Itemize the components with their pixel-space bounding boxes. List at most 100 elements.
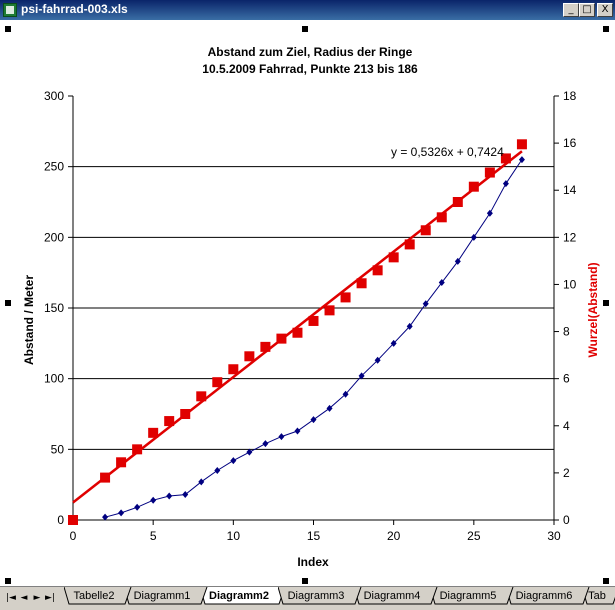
data-point-square[interactable] <box>372 265 383 276</box>
data-point-diamond[interactable] <box>470 233 477 241</box>
selection-handle-br[interactable] <box>603 578 609 584</box>
selection-handle-tr[interactable] <box>603 26 609 32</box>
data-point-square[interactable] <box>164 416 175 427</box>
y-right-tick-label: 0 <box>563 513 570 527</box>
data-point-square[interactable] <box>228 364 239 375</box>
data-point-square[interactable] <box>452 197 463 207</box>
data-point-diamond[interactable] <box>518 156 525 164</box>
data-point-diamond[interactable] <box>406 322 413 330</box>
data-point-diamond[interactable] <box>422 300 429 308</box>
data-point-square[interactable] <box>500 153 511 164</box>
sheet-tab-diagramm1[interactable]: Diagramm1 <box>124 587 208 605</box>
selection-handle-mr[interactable] <box>603 300 609 306</box>
data-point-square[interactable] <box>276 333 287 344</box>
data-point-square[interactable] <box>292 327 303 338</box>
sheet-tab-diagramm3[interactable]: Diagramm3 <box>278 587 362 605</box>
data-point-square[interactable] <box>260 341 271 352</box>
series-distance-line[interactable] <box>104 159 523 518</box>
sheet-tab-tabelle2[interactable]: Tabelle2 <box>64 587 132 605</box>
data-point-square[interactable] <box>308 315 319 326</box>
selection-handle-ml[interactable] <box>5 300 11 306</box>
data-point-diamond[interactable] <box>438 279 445 287</box>
x-tick-label: 15 <box>307 529 321 543</box>
trendline-line[interactable] <box>72 150 523 504</box>
data-point-diamond[interactable] <box>278 433 285 441</box>
data-point-diamond[interactable] <box>118 509 125 517</box>
data-point-square[interactable] <box>516 139 527 150</box>
data-point-square[interactable] <box>484 167 495 178</box>
data-point-diamond[interactable] <box>390 339 397 347</box>
data-point-square[interactable] <box>404 239 415 250</box>
data-point-square[interactable] <box>340 292 351 303</box>
selection-handle-bc[interactable] <box>302 578 308 584</box>
data-point-diamond[interactable] <box>134 503 141 511</box>
data-point-square[interactable] <box>420 225 431 236</box>
tab-label: Diagramm6 <box>515 590 573 602</box>
chart-title[interactable]: Abstand zum Ziel, Radius der Ringe <box>208 45 413 59</box>
data-point-square[interactable] <box>244 351 255 362</box>
close-button[interactable]: X <box>597 3 613 17</box>
data-point-diamond[interactable] <box>166 492 173 500</box>
data-point-square[interactable] <box>436 212 447 223</box>
first-sheet-button[interactable]: |◄ <box>6 593 16 603</box>
data-point-square[interactable] <box>132 444 143 455</box>
data-point-square[interactable] <box>468 181 479 192</box>
chart-subtitle[interactable]: 10.5.2009 Fahrrad, Punkte 213 bis 186 <box>202 62 418 76</box>
data-point-diamond[interactable] <box>182 491 189 499</box>
prev-sheet-button[interactable]: ◄ <box>20 593 28 603</box>
sheet-tab-diagramm6[interactable]: Diagramm6 <box>506 587 590 605</box>
series-distance[interactable] <box>102 156 525 521</box>
data-point-diamond[interactable] <box>150 496 157 504</box>
data-point-diamond[interactable] <box>374 356 381 364</box>
trendline[interactable] <box>72 150 523 504</box>
x-axis-label[interactable]: Index <box>297 555 329 569</box>
data-point-square[interactable] <box>180 409 191 419</box>
data-point-diamond[interactable] <box>262 440 269 448</box>
data-point-square[interactable] <box>116 457 127 468</box>
y-axis-right-label[interactable]: Wurzel(Abstand) <box>586 262 600 357</box>
data-point-diamond[interactable] <box>102 513 109 521</box>
data-point-square[interactable] <box>68 515 78 525</box>
data-point-diamond[interactable] <box>246 448 253 456</box>
selection-handle-tl[interactable] <box>5 26 11 32</box>
data-point-diamond[interactable] <box>310 416 317 424</box>
data-point-diamond[interactable] <box>486 209 493 217</box>
series-sqrt-distance[interactable] <box>68 139 527 525</box>
data-point-diamond[interactable] <box>342 390 349 398</box>
sheet-tab-diagramm2[interactable]: Diagramm2 <box>200 587 286 605</box>
last-sheet-button[interactable]: ►| <box>45 593 55 603</box>
selection-handle-tc[interactable] <box>302 26 308 32</box>
data-point-diamond[interactable] <box>214 467 221 475</box>
data-point-square[interactable] <box>356 278 367 289</box>
data-point-square[interactable] <box>148 427 159 438</box>
axes[interactable]: 0 50 100 150 200 250 300 0 2 4 6 8 10 12 14 16 18 0 5 10 15 2… <box>44 89 577 543</box>
title-bar[interactable]: psi-fahrrad-003.xls _ □ X <box>0 0 615 20</box>
data-point-diamond[interactable] <box>198 478 205 486</box>
y-axis-left-label[interactable]: Abstand / Meter <box>22 275 36 365</box>
y-right-tick-label: 12 <box>563 230 577 244</box>
data-point-square[interactable] <box>212 377 223 388</box>
data-point-square[interactable] <box>196 391 207 402</box>
sheet-tab-tab[interactable]: Tab <box>582 587 615 605</box>
chart-area[interactable]: Abstand zum Ziel, Radius der Ringe 10.5.… <box>0 20 615 586</box>
y-right-tick-label: 6 <box>563 372 570 386</box>
next-sheet-button[interactable]: ► <box>33 593 41 603</box>
selection-handle-bl[interactable] <box>5 578 11 584</box>
trendline-equation[interactable]: y = 0,5326x + 0,7424 <box>391 145 504 159</box>
data-point-square[interactable] <box>100 472 111 483</box>
y-left-tick-label: 0 <box>57 513 64 527</box>
data-point-diamond[interactable] <box>230 457 237 465</box>
sheet-tab-diagramm4[interactable]: Diagramm4 <box>354 587 438 605</box>
data-point-diamond[interactable] <box>454 257 461 265</box>
maximize-button[interactable]: □ <box>579 3 595 17</box>
data-point-diamond[interactable] <box>502 180 509 188</box>
y-left-tick-label: 100 <box>44 372 64 386</box>
data-point-diamond[interactable] <box>326 404 333 412</box>
data-point-square[interactable] <box>388 252 399 263</box>
minimize-button[interactable]: _ <box>563 3 579 17</box>
y-right-tick-label: 14 <box>563 183 577 197</box>
excel-file-icon[interactable] <box>3 3 17 17</box>
data-point-square[interactable] <box>324 305 335 316</box>
data-point-diamond[interactable] <box>294 427 301 435</box>
data-point-diamond[interactable] <box>358 372 365 380</box>
